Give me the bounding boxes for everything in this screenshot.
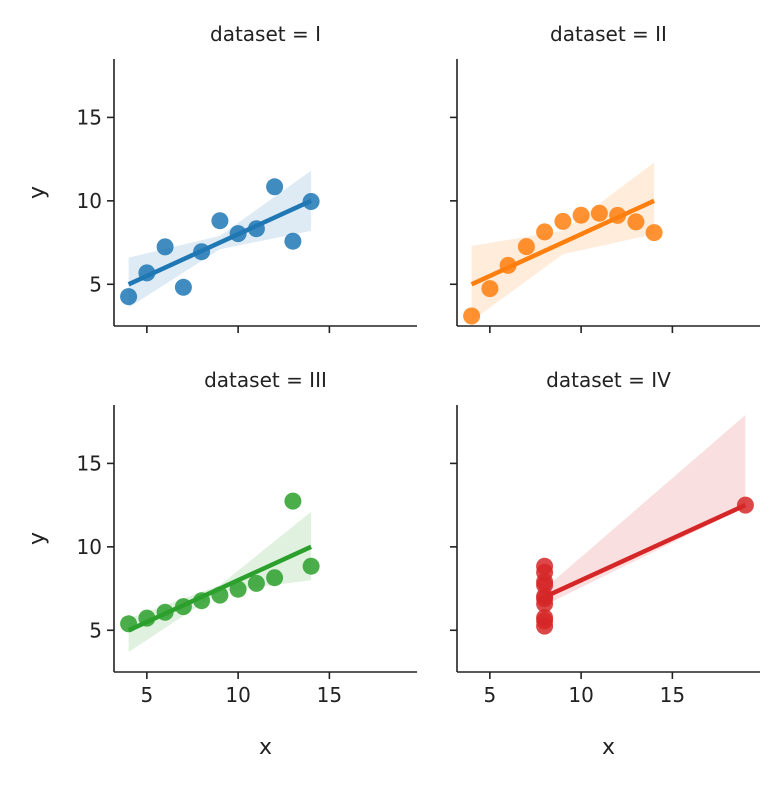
data-point (536, 223, 554, 241)
panel-title: dataset = II (550, 22, 667, 46)
y-tick-label: 10 (77, 535, 102, 559)
y-axis-label: y (25, 532, 50, 545)
facet-panel-2: dataset = II (450, 22, 760, 333)
y-tick-label: 5 (89, 618, 102, 642)
data-point (554, 212, 572, 230)
x-tick-label: 15 (660, 683, 685, 707)
data-point (156, 238, 174, 256)
y-tick-label: 10 (77, 189, 102, 213)
data-point (590, 204, 608, 222)
data-point (247, 574, 265, 592)
data-point (536, 612, 554, 630)
confidence-band (544, 415, 746, 606)
y-tick-label: 15 (77, 451, 102, 475)
facet-panel-4: 5 10 15 dataset = IV x (450, 368, 760, 760)
data-point (736, 496, 754, 514)
x-tick-label: 5 (140, 683, 153, 707)
facet-panel-1: 5 10 15 dataset = I y (25, 22, 417, 333)
confidence-band (128, 170, 312, 308)
data-point (266, 178, 284, 196)
regression-line (543, 503, 747, 599)
x-tick-label: 10 (225, 683, 250, 707)
data-point (284, 232, 302, 250)
data-point (174, 278, 192, 296)
data-point (463, 307, 481, 325)
x-tick-label: 15 (317, 683, 342, 707)
regression-line (127, 198, 313, 287)
facet-panel-3: 5 10 15 5 10 15 dataset = III x y (25, 368, 417, 760)
data-point (120, 288, 138, 306)
x-axis-label: x (602, 735, 615, 760)
data-point (627, 213, 645, 231)
confidence-band (128, 511, 312, 652)
data-point (302, 557, 320, 575)
data-point (284, 492, 302, 510)
panel-title: dataset = IV (546, 368, 671, 392)
data-point (266, 569, 284, 587)
panel-title: dataset = I (210, 22, 321, 46)
x-tick-label: 5 (483, 683, 496, 707)
x-tick-label: 10 (568, 683, 593, 707)
y-tick-label: 5 (89, 272, 102, 296)
data-point (481, 280, 499, 298)
data-point (572, 206, 590, 224)
data-point (536, 573, 554, 591)
regression-line (470, 198, 656, 287)
regression-line (127, 544, 313, 633)
panel-title: dataset = III (204, 368, 327, 392)
y-tick-label: 15 (77, 105, 102, 129)
x-axis-label: x (259, 735, 272, 760)
data-point (229, 580, 247, 598)
data-point (645, 224, 663, 242)
data-point (211, 212, 229, 230)
y-axis-label: y (25, 186, 50, 199)
data-point (517, 238, 535, 256)
